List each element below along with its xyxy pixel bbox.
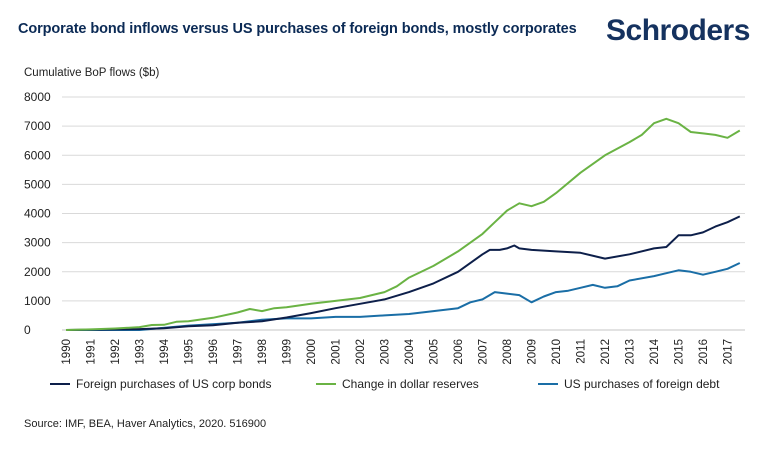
legend-item: Change in dollar reserves [316, 377, 479, 391]
x-tick-label: 2000 [306, 339, 318, 365]
legend-label: Foreign purchases of US corp bonds [76, 377, 272, 391]
legend-label: Change in dollar reserves [342, 377, 479, 391]
x-tick-label: 2012 [600, 339, 612, 365]
y-tick-label: 5000 [24, 177, 51, 191]
legend-swatch [316, 383, 336, 385]
series-line-us-purchases-of-foreign-debt [66, 262, 741, 331]
legend-item: Foreign purchases of US corp bonds [50, 377, 271, 391]
x-tick-label: 1990 [61, 339, 73, 365]
legend-swatch [50, 383, 70, 385]
x-tick-label: 1997 [233, 339, 245, 365]
y-tick-label: 8000 [24, 90, 51, 104]
y-axis-label: Cumulative BoP flows ($b) [24, 67, 160, 79]
y-tick-label: 2000 [24, 265, 51, 279]
x-tick-label: 2001 [331, 339, 343, 365]
x-tick-label: 2011 [576, 339, 588, 364]
x-tick-label: 2015 [674, 339, 686, 365]
y-tick-label: 0 [24, 323, 31, 337]
schroders-logo: Schroders [606, 14, 750, 47]
x-tick-label: 1994 [159, 338, 171, 364]
y-tick-label: 3000 [24, 236, 51, 250]
legend-item: US purchases of foreign debt [538, 377, 719, 391]
x-tick-label: 2010 [551, 339, 563, 365]
x-tick-label: 2008 [502, 339, 514, 365]
x-tick-label: 2003 [380, 339, 392, 365]
x-tick-label: 2013 [625, 339, 637, 365]
x-tick-label: 2017 [723, 339, 735, 365]
x-tick-label: 1999 [282, 339, 294, 365]
x-tick-label: 2002 [355, 339, 367, 365]
x-tick-label: 1995 [184, 339, 196, 365]
x-tick-label: 2005 [429, 339, 441, 365]
x-tick-label: 1993 [135, 339, 147, 365]
x-tick-label: 2007 [478, 339, 490, 365]
x-tick-label: 2004 [404, 338, 416, 364]
x-tick-label: 1996 [208, 339, 220, 365]
y-tick-label: 1000 [24, 294, 51, 308]
x-tick-label: 2006 [453, 339, 465, 365]
x-tick-label: 1991 [86, 339, 98, 365]
source-note: Source: IMF, BEA, Haver Analytics, 2020.… [24, 418, 267, 430]
legend-label: US purchases of foreign debt [564, 377, 720, 391]
y-tick-label: 6000 [24, 148, 51, 162]
y-tick-label: 7000 [24, 119, 51, 133]
x-tick-label: 1998 [257, 339, 269, 365]
x-tick-label: 2009 [527, 339, 539, 365]
series-line-foreign-purchases-of-us-corp-bonds [65, 215, 741, 331]
series-line-change-in-dollar-reserves [65, 117, 741, 331]
x-tick-label: 1992 [110, 339, 122, 365]
y-tick-label: 4000 [24, 207, 51, 221]
chart-title: Corporate bond inflows versus US purchas… [18, 21, 577, 37]
x-tick-label: 2016 [698, 339, 710, 365]
x-tick-label: 2014 [649, 338, 661, 364]
legend-swatch [538, 383, 558, 385]
chart-legend: Foreign purchases of US corp bonds Change… [0, 377, 770, 397]
